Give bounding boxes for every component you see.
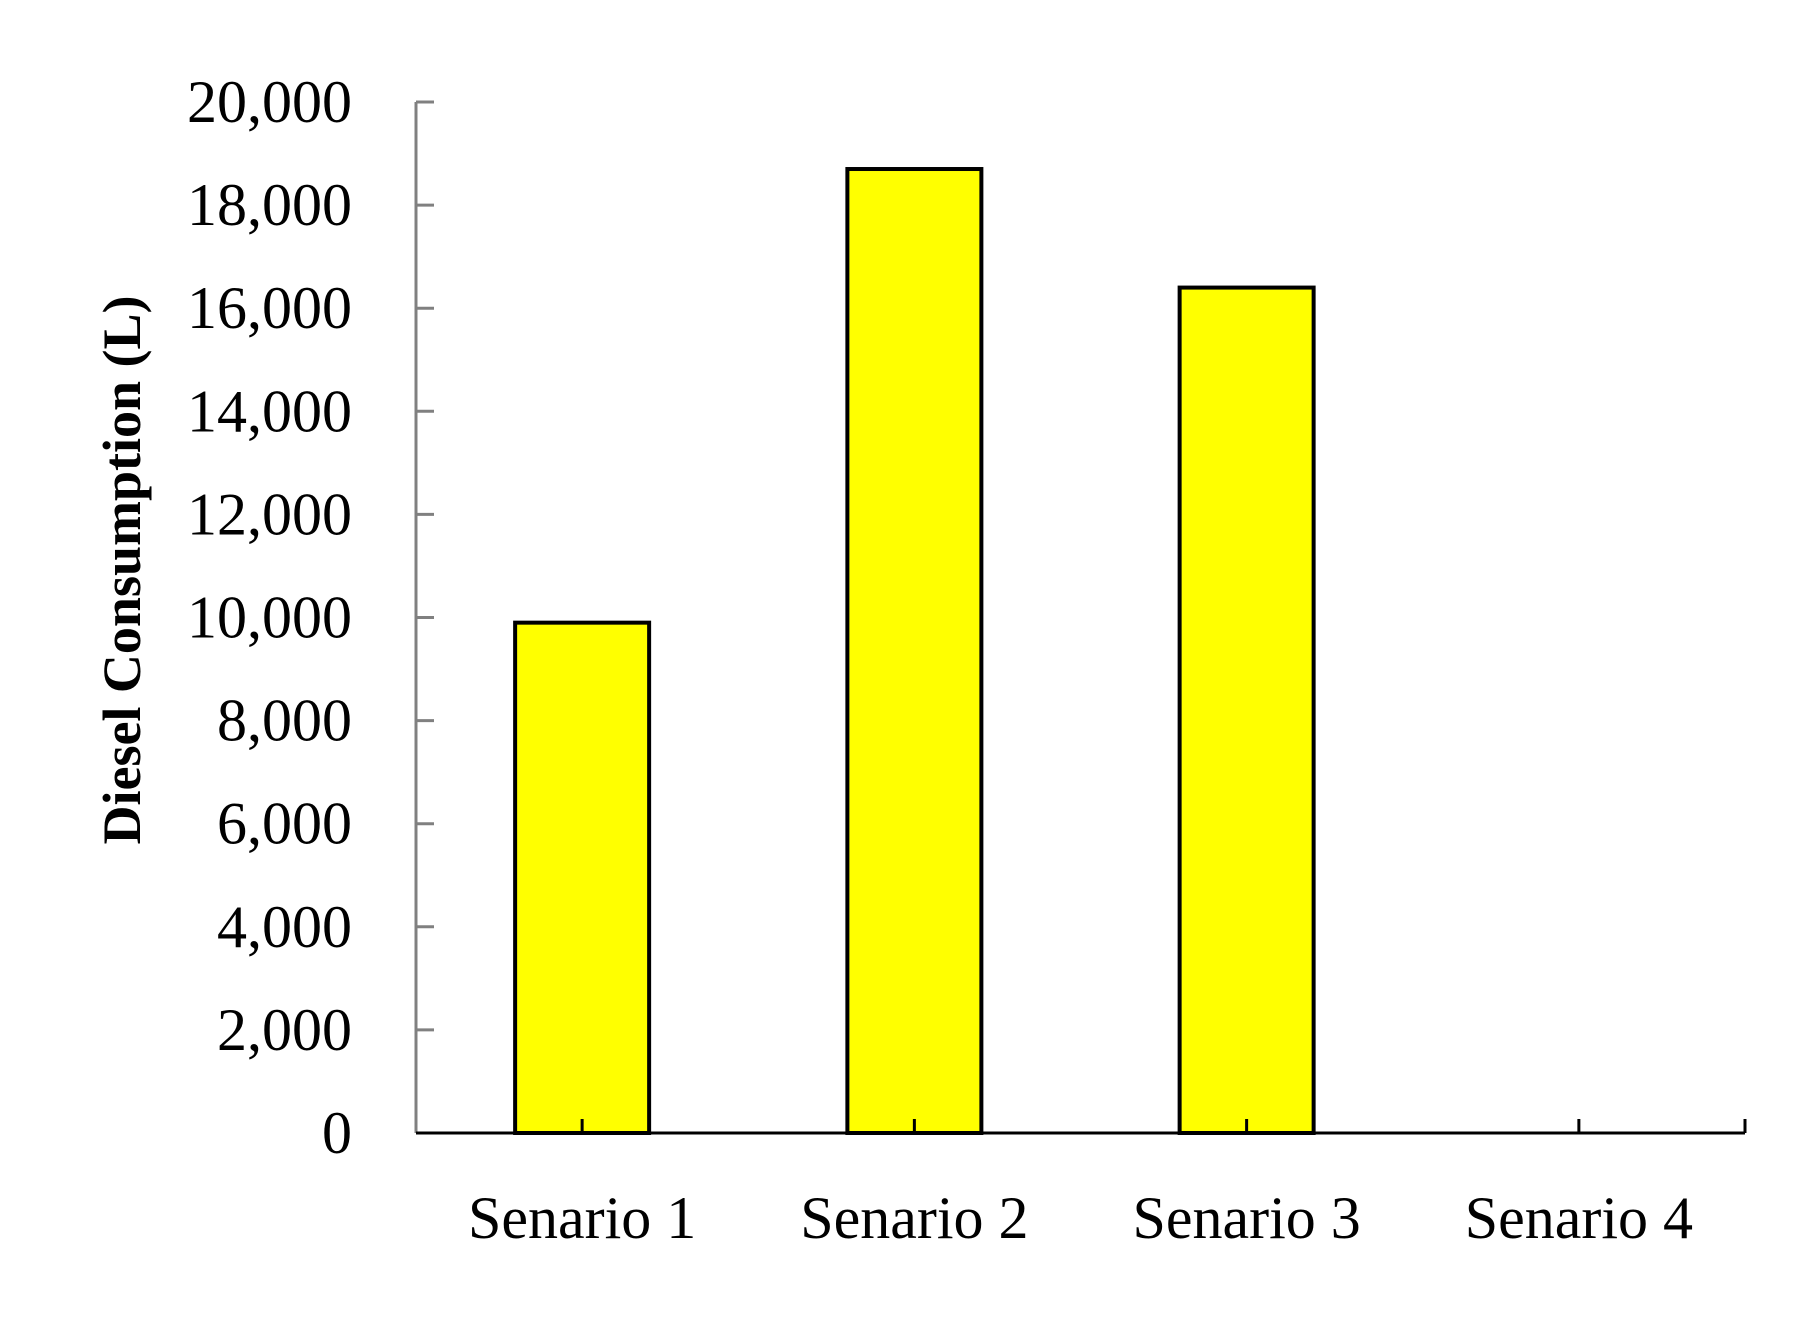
y-tick-label: 20,000 — [187, 69, 352, 135]
bar-senario-3 — [1177, 285, 1316, 1135]
x-category-label: Senario 1 — [468, 1185, 696, 1251]
y-tick-label: 8,000 — [217, 688, 352, 754]
y-tick-label: 4,000 — [217, 894, 352, 960]
x-axis-category-labels: Senario 1 Senario 2 Senario 3 Senario 4 — [468, 1185, 1693, 1251]
y-axis-title: Diesel Consumption (L) — [92, 295, 152, 844]
bars — [513, 167, 1316, 1136]
y-axis-tick-labels: 0 2,000 4,000 6,000 8,000 10,000 12,000 14,000 1… — [187, 69, 352, 1166]
y-tick-label: 10,000 — [187, 585, 352, 651]
x-category-label: Senario 3 — [1132, 1185, 1360, 1251]
y-tick-label: 2,000 — [217, 997, 352, 1063]
y-tick-label: 16,000 — [187, 275, 352, 341]
x-axis-ticks — [580, 1119, 1747, 1133]
y-tick-label: 0 — [322, 1100, 352, 1166]
y-tick-label: 12,000 — [187, 481, 352, 547]
y-tick-label: 6,000 — [217, 791, 352, 857]
bar-senario-2 — [845, 167, 984, 1135]
y-tick-label: 18,000 — [187, 172, 352, 238]
bar-senario-1 — [513, 620, 652, 1136]
y-tick-label: 14,000 — [187, 378, 352, 444]
x-category-label: Senario 4 — [1465, 1185, 1693, 1251]
x-category-label: Senario 2 — [800, 1185, 1028, 1251]
y-axis-ticks — [416, 100, 434, 1135]
